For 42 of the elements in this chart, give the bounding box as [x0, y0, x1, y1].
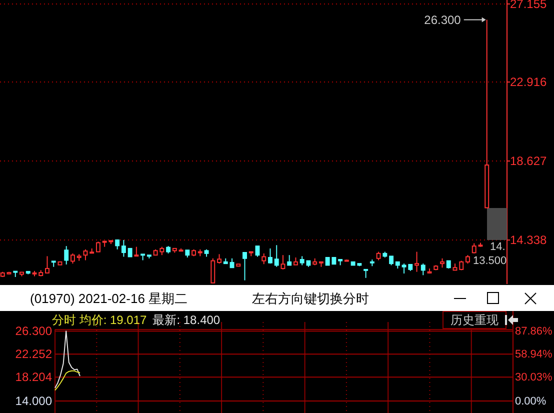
- chart-subtitle: 左右方向键切换分时: [252, 290, 369, 308]
- y-tick-label: 22.252: [15, 346, 52, 361]
- annotation: 历史重现: [450, 313, 498, 327]
- annotation: 14.: [490, 241, 506, 253]
- candlestick: [420, 263, 426, 276]
- y-tick-label: 14.338: [510, 232, 548, 247]
- annotation: 13.500: [473, 255, 507, 267]
- y-tick-label: 14.000: [15, 394, 52, 408]
- candlestick: [280, 254, 286, 270]
- annotation: 26.300: [424, 12, 462, 27]
- candlestick: [255, 246, 260, 258]
- candlestick: [268, 248, 272, 264]
- y2-tick-label: 58.94%: [515, 348, 553, 361]
- candlestick: [230, 258, 234, 268]
- candlestick: [83, 248, 88, 261]
- candlestick: [96, 241, 100, 253]
- candlestick: [274, 244, 279, 268]
- candlestick: [210, 258, 216, 284]
- candlestick: [287, 254, 292, 266]
- y2-tick-label: 87.86%: [515, 326, 553, 338]
- annotation: 分时 均价: 19.017: [52, 313, 148, 327]
- candlestick: [45, 256, 50, 274]
- candlestick: [414, 251, 420, 272]
- annotation: 最新: 18.400: [152, 313, 220, 327]
- candlestick: [389, 256, 394, 266]
- candlestick: [262, 252, 266, 265]
- candlestick: [121, 239, 126, 258]
- y-tick-label: 22.916: [510, 74, 548, 89]
- chart-title: (01970) 2021-02-16 星期二: [30, 290, 188, 308]
- y-tick-label: 18.204: [15, 370, 52, 384]
- candlestick: [440, 258, 444, 268]
- candlestick: [472, 242, 476, 254]
- y-tick-label: 26.300: [15, 324, 52, 338]
- candlestick: [242, 252, 247, 281]
- candlestick: [70, 252, 75, 264]
- line-series: [54, 370, 80, 391]
- candlestick: [64, 246, 69, 265]
- line-series: [54, 330, 80, 388]
- candlestick: [217, 254, 222, 264]
- y2-tick-label: 0.00%: [515, 396, 546, 408]
- y-tick-label: 18.627: [510, 154, 548, 168]
- y2-tick-label: 30.03%: [515, 372, 553, 384]
